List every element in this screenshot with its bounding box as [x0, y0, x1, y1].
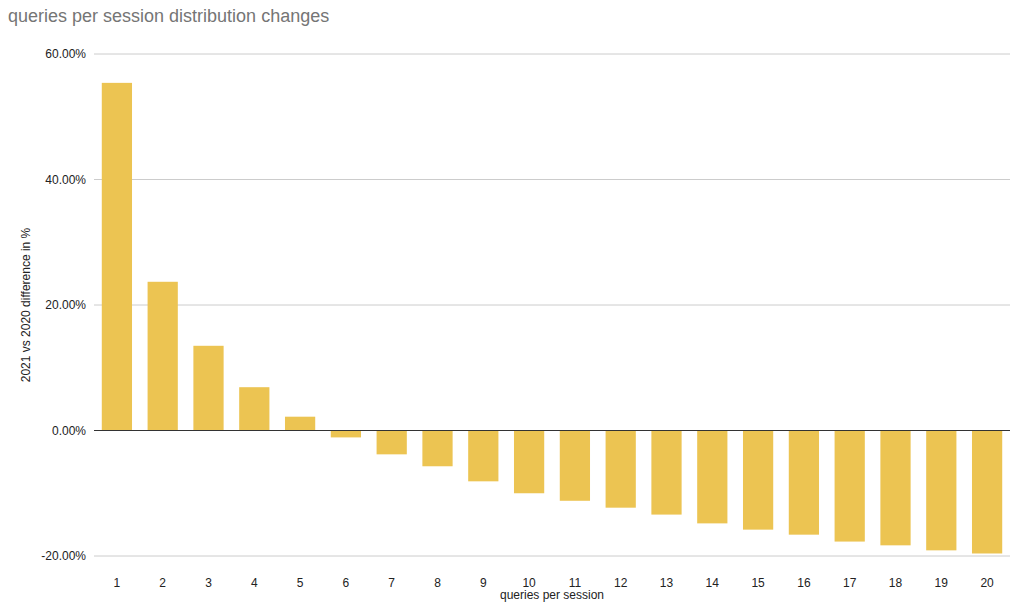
bars [102, 83, 1002, 554]
bar [560, 431, 590, 501]
bar [377, 431, 407, 455]
y-tick-label: 20.00% [45, 298, 86, 312]
bar [193, 346, 223, 431]
x-tick-label: 13 [660, 576, 674, 590]
x-tick-label: 4 [251, 576, 258, 590]
title: queries per session distribution changes [8, 6, 329, 26]
x-axis-label: queries per session [500, 588, 604, 602]
x-tick-label: 17 [843, 576, 857, 590]
bar [102, 83, 132, 431]
bar [926, 431, 956, 551]
x-tick-label: 8 [434, 576, 441, 590]
bar [651, 431, 681, 515]
grid-line [94, 430, 1010, 431]
bar [697, 431, 727, 524]
x-tick-label: 1 [114, 576, 121, 590]
x-tick-label: 2 [159, 576, 166, 590]
grid-line [94, 556, 1010, 557]
bar [743, 431, 773, 530]
bar [148, 282, 178, 431]
bar [331, 431, 361, 438]
x-tick-label: 5 [297, 576, 304, 590]
bar [468, 431, 498, 482]
grid-line [94, 54, 1010, 55]
x-tick-label: 16 [797, 576, 811, 590]
x-tick-label: 9 [480, 576, 487, 590]
y-axis-label: 2021 vs 2020 difference in % [19, 227, 33, 382]
bar [789, 431, 819, 535]
bar [239, 387, 269, 430]
bar [422, 431, 452, 467]
x-tick-label: 20 [980, 576, 994, 590]
x-tick-label: 14 [706, 576, 720, 590]
x-tick-label: 7 [388, 576, 395, 590]
y-tick-label: -20.00% [41, 549, 86, 563]
bar [285, 417, 315, 431]
bar [606, 431, 636, 508]
y-tick-label: 60.00% [45, 47, 86, 61]
x-tick-label: 19 [935, 576, 949, 590]
y-tick-label: 0.00% [52, 424, 86, 438]
x-tick-label: 10 [522, 576, 536, 590]
x-tick-label: 6 [343, 576, 350, 590]
x-tick-label: 12 [614, 576, 628, 590]
baseline [94, 430, 1010, 431]
bar [514, 431, 544, 494]
y-tick-label: 40.00% [45, 173, 86, 187]
bar [880, 431, 910, 546]
x-tick-label: 18 [889, 576, 903, 590]
chart: queries per session distribution changes… [0, 0, 1024, 608]
bar [972, 431, 1002, 554]
x-tick-label: 3 [205, 576, 212, 590]
grid-line [94, 179, 1010, 180]
grid-line [94, 305, 1010, 306]
x-tick-label: 15 [751, 576, 765, 590]
bar [835, 431, 865, 542]
x-tick-label: 11 [569, 576, 582, 590]
